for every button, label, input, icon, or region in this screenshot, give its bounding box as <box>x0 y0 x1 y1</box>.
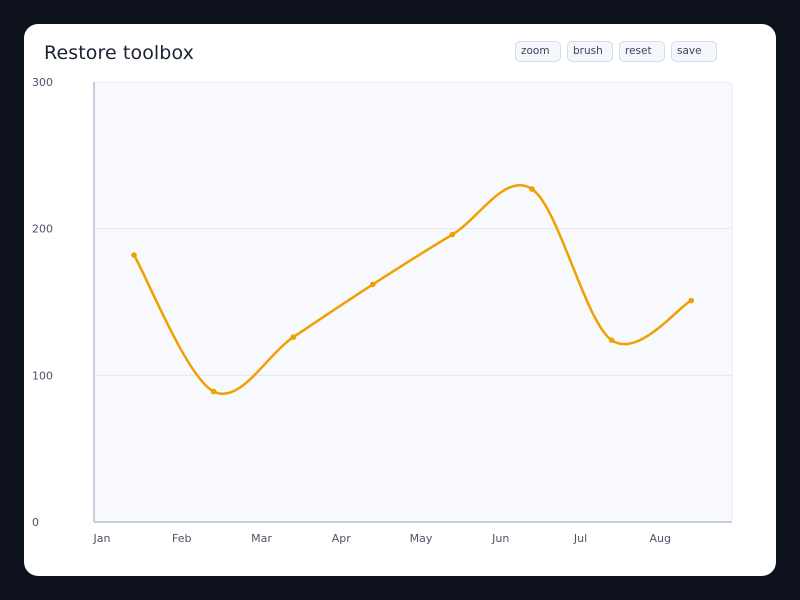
plot-area <box>93 81 733 523</box>
x-tick-label: Jul <box>573 532 587 545</box>
x-tick-label: Apr <box>332 532 352 545</box>
data-points <box>131 186 694 395</box>
x-axis-ticks: Jan Feb Mar Apr May Jun Jul Aug <box>93 532 671 545</box>
save-button[interactable]: save <box>671 41 717 62</box>
x-tick-label: Jun <box>491 532 509 545</box>
x-tick-label: Jan <box>93 532 111 545</box>
y-tick-label: 0 <box>32 516 39 529</box>
x-tick-label: May <box>410 532 433 545</box>
x-tick-label: Feb <box>172 532 191 545</box>
reset-button[interactable]: reset <box>619 41 665 62</box>
chart-title: Restore toolbox <box>44 42 194 64</box>
x-tick-label: Aug <box>650 532 671 545</box>
y-tick-label: 100 <box>32 369 53 382</box>
y-axis-ticks: 0 100 200 300 <box>32 76 53 529</box>
zoom-button[interactable]: zoom <box>515 41 561 62</box>
axes <box>93 82 732 523</box>
data-point-jan[interactable] <box>131 252 137 258</box>
data-point-feb[interactable] <box>210 388 217 395</box>
grid-lines <box>94 228 732 376</box>
x-tick-label: Mar <box>251 532 272 545</box>
data-point-jul[interactable] <box>608 337 615 343</box>
chart-toolbox: zoom brush reset save <box>515 41 717 62</box>
brush-button[interactable]: brush <box>567 41 613 62</box>
data-point-apr[interactable] <box>370 281 376 288</box>
data-point-aug[interactable] <box>688 297 694 304</box>
y-tick-label: 200 <box>32 223 53 236</box>
y-tick-label: 300 <box>32 76 53 89</box>
data-point-may[interactable] <box>449 231 456 238</box>
data-point-jun[interactable] <box>529 186 535 192</box>
data-point-mar[interactable] <box>290 334 297 341</box>
